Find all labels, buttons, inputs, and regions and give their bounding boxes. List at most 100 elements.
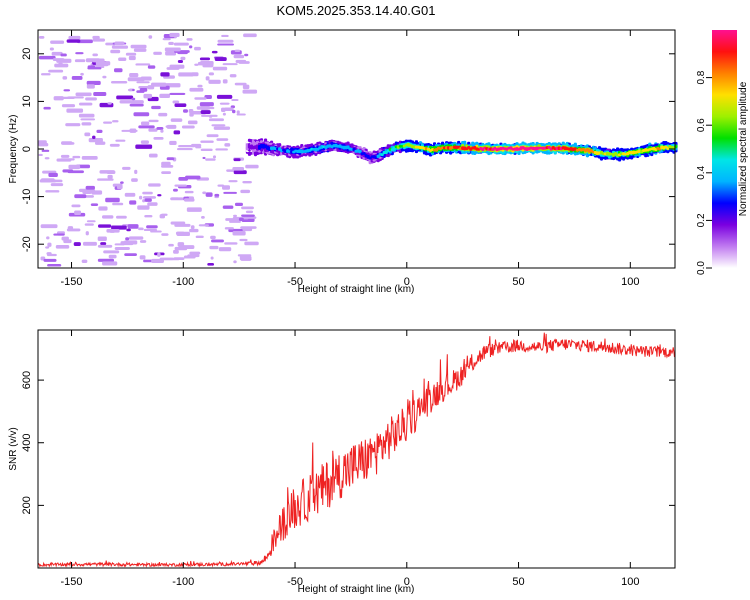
spectrogram-speckle [158, 112, 168, 117]
spectrogram-speckle [231, 98, 239, 102]
spectrogram-speckle [139, 240, 147, 243]
spectrogram-speckle [106, 229, 120, 233]
spectrogram-speckle [221, 107, 226, 112]
spectrogram-speckle [195, 235, 204, 239]
spectrogram-speckle [108, 254, 117, 259]
spectrogram-speckle [243, 33, 257, 38]
spectrogram-speckle [93, 91, 107, 96]
spectrogram-speckle [189, 228, 199, 233]
spectrogram-speckle [48, 172, 58, 178]
spectrogram-y-tick-label: -10 [21, 189, 33, 205]
spectrogram-noise-speckle [38, 32, 259, 267]
spectrogram-x-axis-label: Height of straight line (km) [298, 284, 415, 295]
spectrogram-speckle [128, 55, 136, 61]
spectrogram-speckle [232, 167, 245, 171]
spectrogram-ridge-cell [362, 152, 366, 155]
spectrogram-speckle [232, 109, 236, 114]
spectrogram-x-tick-label: 50 [512, 276, 524, 288]
snr-x-tick-label: -50 [287, 576, 303, 588]
spectrogram-speckle [114, 68, 123, 73]
spectrogram-speckle [240, 189, 251, 194]
spectrogram-speckle [210, 256, 214, 260]
spectrogram-speckle [40, 178, 55, 183]
spectrogram-speckle [55, 245, 70, 249]
spectrogram-speckle [209, 245, 219, 250]
spectrogram-speckle [236, 110, 240, 114]
spectrogram-speckle [216, 94, 233, 99]
spectrogram-speckle [151, 105, 161, 110]
spectrogram-speckle [188, 108, 194, 114]
spectrogram-speckle [85, 97, 97, 101]
snr-background [38, 330, 675, 568]
spectrogram-speckle [197, 61, 211, 66]
spectrogram-speckle [202, 191, 207, 195]
spectrogram-speckle [242, 181, 252, 184]
spectrogram-speckle [92, 135, 96, 139]
spectrogram-speckle [161, 233, 169, 236]
spectrogram-speckle [213, 126, 231, 130]
spectrogram-speckle [172, 100, 180, 104]
spectrogram-speckle [127, 77, 145, 82]
spectrogram-speckle [208, 115, 213, 118]
spectrogram-speckle [38, 153, 43, 157]
spectrogram-speckle [47, 263, 62, 267]
spectrogram-speckle [222, 185, 230, 190]
spectrogram-speckle [97, 244, 113, 248]
spectrogram-speckle [140, 140, 149, 144]
spectrogram-speckle [111, 45, 129, 49]
spectrogram-speckle [148, 119, 159, 123]
spectrogram-speckle [102, 261, 118, 266]
snr-y-tick-label: 200 [21, 496, 33, 514]
spectrogram-speckle [46, 236, 50, 240]
spectrogram-speckle [180, 56, 186, 61]
spectrogram-speckle [44, 157, 50, 160]
snr-y-ticks: 200 400 600 [21, 371, 675, 515]
spectrogram-y-ticks: -20 -10 0 10 20 [21, 48, 675, 252]
snr-x-axis-label: Height of straight line (km) [298, 584, 415, 595]
spectrogram-speckle [169, 32, 180, 38]
spectrogram-speckle [142, 196, 157, 199]
spectrogram-speckle [200, 140, 214, 143]
spectrogram-speckle [67, 170, 84, 174]
spectrogram-speckle [161, 161, 171, 167]
spectrogram-speckle [38, 140, 47, 145]
spectrogram-speckle [41, 149, 50, 152]
spectrogram-speckle [98, 206, 108, 211]
spectrogram-speckle [148, 153, 158, 158]
spectrogram-speckle [80, 72, 84, 76]
spectrogram-speckle [173, 188, 178, 192]
spectrogram-speckle [74, 194, 87, 199]
spectrogram-speckle [242, 84, 250, 90]
spectrogram-speckle [63, 89, 71, 92]
spectrogram-speckle [125, 52, 137, 56]
spectrogram-speckle [131, 100, 144, 104]
spectrogram-speckle [211, 50, 218, 54]
spectrogram-speckle [244, 241, 259, 246]
spectrogram-speckle [81, 122, 92, 126]
spectrogram-speckle [85, 231, 89, 236]
spectrogram-speckle [163, 257, 180, 261]
spectrogram-speckle [61, 236, 69, 241]
spectrogram-speckle [68, 35, 81, 40]
spectrogram-speckle [218, 247, 232, 252]
spectrogram-speckle [68, 164, 81, 170]
spectrogram-speckle [107, 174, 113, 179]
spectrogram-speckle [222, 79, 228, 84]
figure-title: KOM5.2025.353.14.40.G01 [276, 3, 435, 18]
spectrogram-speckle [177, 148, 193, 151]
spectrogram-speckle [96, 129, 103, 133]
spectrogram-speckle [90, 203, 99, 207]
spectrogram-speckle [86, 80, 101, 86]
spectrogram-speckle [166, 157, 175, 161]
spectrogram-x-tick-label: -150 [61, 276, 83, 288]
spectrogram-speckle [212, 155, 217, 159]
spectrogram-speckle [223, 191, 237, 194]
spectrogram-speckle [217, 43, 234, 46]
spectrogram-speckle [137, 205, 150, 210]
spectrogram-speckle [82, 241, 97, 246]
spectrogram-speckle [129, 200, 137, 205]
spectrogram-speckle [62, 76, 68, 80]
spectrogram-speckle [160, 213, 168, 216]
spectrogram-speckle [181, 125, 195, 129]
spectrogram-speckle [73, 242, 81, 246]
